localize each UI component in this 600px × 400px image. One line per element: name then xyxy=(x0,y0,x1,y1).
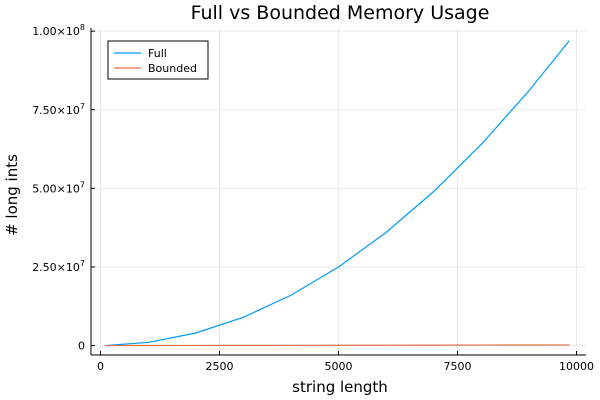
series-line-full xyxy=(105,40,570,347)
legend: Full Bounded xyxy=(107,40,209,80)
y-tick-label-3: 7.50×107 xyxy=(32,102,85,117)
x-tick-label-4: 10000 xyxy=(559,360,594,373)
x-tick-label-3: 7500 xyxy=(443,360,471,373)
y-axis-label: # long ints xyxy=(3,154,21,236)
chart-title: Full vs Bounded Memory Usage xyxy=(191,2,490,24)
series-lines xyxy=(105,40,570,347)
y-tick-label-1: 2.50×107 xyxy=(32,259,85,274)
x-tick-label-2: 5000 xyxy=(325,360,353,373)
legend-box xyxy=(107,40,209,80)
series-line-bounded xyxy=(105,344,570,347)
y-tick-label-4: 1.00×108 xyxy=(32,23,85,38)
x-axis-label: string length xyxy=(292,378,388,396)
ticks: 0 2500 5000 7500 10000 0 2.50×107 5.00×107 7.50×… xyxy=(32,23,594,373)
y-tick-label-0: 0 xyxy=(78,340,85,353)
legend-label-full: Full xyxy=(148,47,167,60)
x-tick-label-0: 0 xyxy=(97,360,104,373)
y-tick-label-2: 5.00×107 xyxy=(32,180,85,195)
x-tick-label-1: 2500 xyxy=(206,360,234,373)
legend-label-bounded: Bounded xyxy=(148,62,197,75)
